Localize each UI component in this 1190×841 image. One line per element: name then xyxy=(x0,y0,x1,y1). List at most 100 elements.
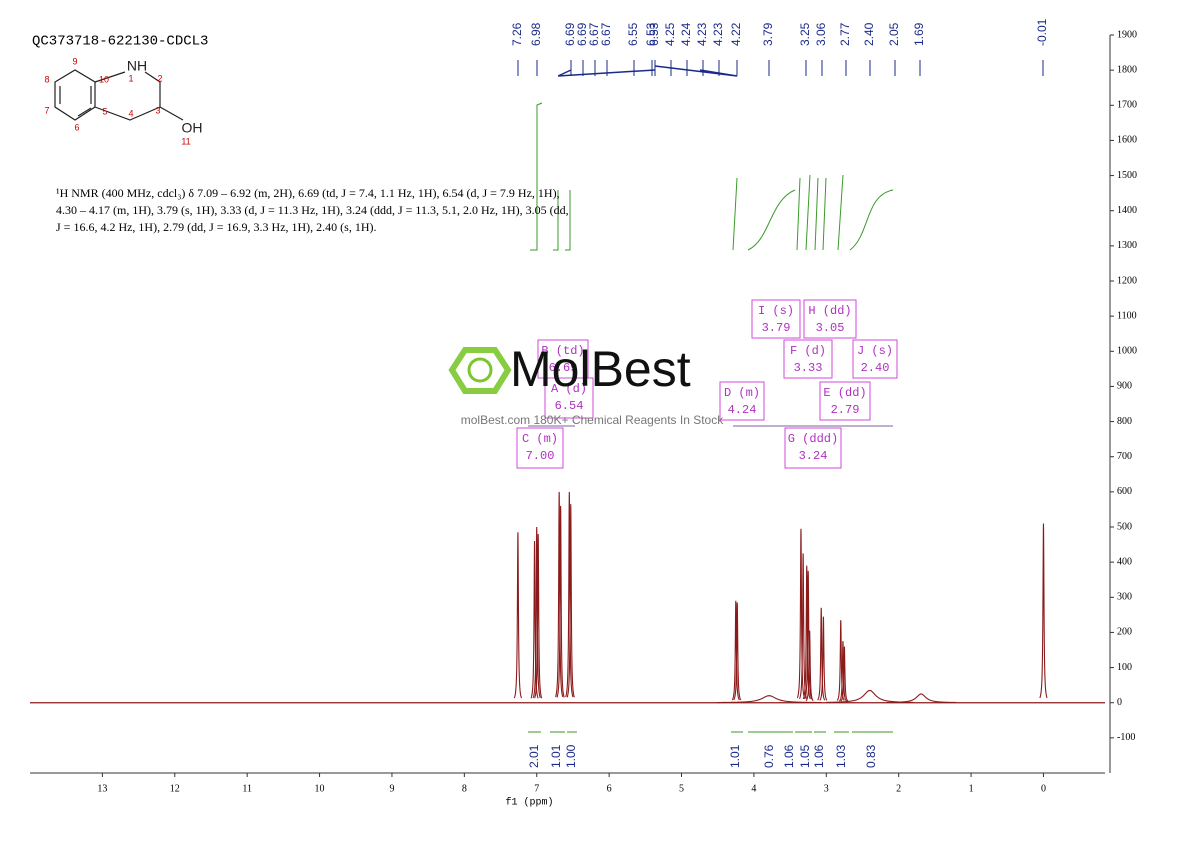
y-tick-label: 1800 xyxy=(1117,64,1137,75)
integral: 2.01 xyxy=(527,744,541,768)
y-tick-label: 1100 xyxy=(1117,310,1137,321)
multiplet-label: D (m) xyxy=(724,386,760,400)
integral: 1.01 xyxy=(549,744,563,768)
atom-label: 2 xyxy=(157,73,162,83)
atom-label: 3 xyxy=(155,105,160,115)
peak-label-text: 2.40 xyxy=(862,22,876,46)
peak-label-text: 6.55 xyxy=(626,22,640,46)
nmr-description: ¹H NMR (400 MHz, cdcl₃) δ 7.09 – 6.92 (m… xyxy=(56,186,560,200)
atom-label: 9 xyxy=(72,56,77,66)
peak-label: 6.67 xyxy=(587,22,601,46)
peak-label-text: 3.79 xyxy=(761,22,775,46)
integral: 1.00 xyxy=(564,744,578,768)
peak-label: -0.01 xyxy=(1035,18,1049,46)
y-tick-label: 800 xyxy=(1117,416,1132,427)
peak-label-text: 6.69 xyxy=(575,22,589,46)
watermark-tagline: molBest.com 180K+ Chemical Reagents In S… xyxy=(461,413,724,427)
atom-label: 10 xyxy=(99,74,109,84)
multiplet-shift: 7.00 xyxy=(526,449,555,463)
x-tick-label: 13 xyxy=(97,783,107,794)
logo-hexagon xyxy=(448,347,512,394)
y-tick-label: 500 xyxy=(1117,521,1132,532)
x-tick-label: 11 xyxy=(242,783,252,794)
integral-value: 0.76 xyxy=(762,744,776,768)
peak xyxy=(819,616,828,701)
atom-label: 6 xyxy=(74,122,79,132)
peak-label: 6.69 xyxy=(575,22,589,46)
multiplet-box xyxy=(516,427,564,469)
y-tick-label: 600 xyxy=(1117,486,1132,497)
y-tick-label: 1600 xyxy=(1117,135,1137,146)
multiplet-shift: 3.79 xyxy=(762,321,791,335)
multiplet-shift: 4.24 xyxy=(728,403,757,417)
integral-value: 2.01 xyxy=(527,744,541,768)
integral: 1.06 xyxy=(782,744,796,768)
peak xyxy=(534,534,543,699)
peak-label: 4.23 xyxy=(711,22,725,46)
x-tick-label: 10 xyxy=(315,783,325,794)
peak xyxy=(886,693,956,704)
peak xyxy=(804,570,813,700)
integral-value: 1.06 xyxy=(782,744,796,768)
y-tick-label: 900 xyxy=(1117,381,1132,392)
peak xyxy=(530,541,539,699)
peak xyxy=(566,504,575,698)
peak xyxy=(805,630,814,702)
y-tick-label: 300 xyxy=(1117,592,1132,603)
peak xyxy=(532,526,541,699)
integral-value: 1.06 xyxy=(812,744,826,768)
integral: 0.76 xyxy=(762,744,776,768)
x-tick-label: 1 xyxy=(969,783,974,794)
peak-label: 2.77 xyxy=(838,22,852,46)
y-tick-label: 100 xyxy=(1117,662,1132,673)
atom-label: 11 xyxy=(181,136,190,146)
peak-label: 6.69 xyxy=(563,22,577,46)
multiplet-shift: 3.24 xyxy=(799,449,828,463)
multiplet-box xyxy=(803,299,857,339)
peak-label: 4.25 xyxy=(663,22,677,46)
integral-value: 1.05 xyxy=(798,744,812,768)
integral-value: 1.01 xyxy=(728,744,742,768)
peak xyxy=(802,565,811,700)
peak-label-text: 4.23 xyxy=(695,22,709,46)
peak-label-text: 2.77 xyxy=(838,22,852,46)
atom-label: 8 xyxy=(44,74,49,84)
peak xyxy=(817,607,826,701)
atom-label: 7 xyxy=(44,105,49,115)
peak-label: 3.06 xyxy=(814,22,828,46)
peak xyxy=(716,695,822,704)
peak-label: 6.53 xyxy=(644,22,658,46)
multiplet-box xyxy=(544,377,594,419)
integral: 1.03 xyxy=(834,744,848,768)
multiplet-shift: 3.05 xyxy=(816,321,845,335)
peak-label-text: 3.25 xyxy=(798,22,812,46)
logo-ring xyxy=(467,357,493,383)
peak-label-text: 4.22 xyxy=(729,22,743,46)
atom-label: OH xyxy=(182,120,203,136)
peak-label: 6.55 xyxy=(626,22,640,46)
integral-value: 1.03 xyxy=(834,744,848,768)
peak-label: 1.69 xyxy=(912,22,926,46)
integral-value: 1.00 xyxy=(564,744,578,768)
peak xyxy=(513,532,523,699)
x-tick-label: 4 xyxy=(751,783,756,794)
peak-label-text: -0.01 xyxy=(1035,18,1049,46)
multiplet-box xyxy=(783,339,833,379)
x-tick-label: 3 xyxy=(824,783,829,794)
peak xyxy=(731,600,740,701)
peak xyxy=(796,528,806,699)
y-tick-label: 1400 xyxy=(1117,205,1137,216)
y-tick-label: -100 xyxy=(1117,732,1135,743)
peak xyxy=(556,505,565,698)
y-tick-label: 1200 xyxy=(1117,275,1137,286)
peak-label-text: 2.05 xyxy=(887,22,901,46)
y-tick-label: 700 xyxy=(1117,451,1132,462)
multiplet-label: E (dd) xyxy=(823,386,866,400)
peak-label-text: 7.26 xyxy=(510,22,524,46)
peak-label-text: 6.98 xyxy=(529,22,543,46)
peak-label: 6.98 xyxy=(529,22,543,46)
peak-label: 4.22 xyxy=(729,22,743,46)
peak-label: 2.40 xyxy=(862,22,876,46)
integral-curves xyxy=(530,102,894,251)
